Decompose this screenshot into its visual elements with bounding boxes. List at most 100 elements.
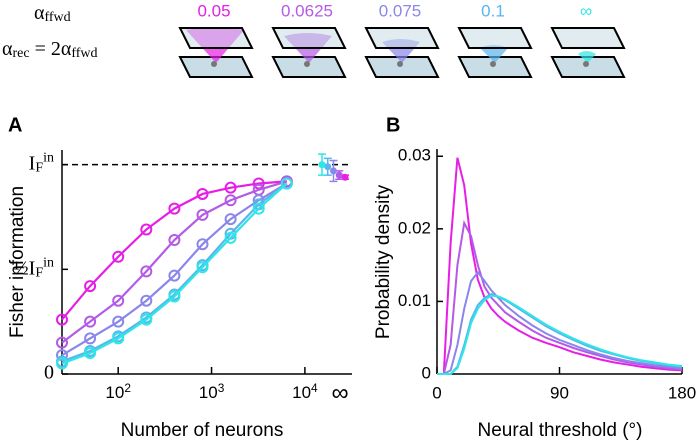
- marker: [56, 357, 68, 370]
- text-part: ½: [14, 257, 29, 279]
- dot: [583, 61, 589, 67]
- plane: [178, 56, 254, 78]
- text-part: = 2α: [30, 38, 72, 60]
- line: [61, 180, 288, 344]
- icon: [271, 27, 347, 78]
- x-tick-label: ∞: [331, 379, 348, 406]
- marker: [112, 332, 125, 345]
- icon: [178, 27, 254, 78]
- marker: [252, 202, 265, 215]
- plane: [364, 56, 440, 78]
- y-tick-label: 0.02: [398, 218, 431, 237]
- text-part: ffwd: [44, 10, 70, 25]
- marker: [84, 315, 97, 328]
- line: [437, 294, 683, 375]
- inf-point: [330, 167, 337, 175]
- icon: [457, 27, 533, 78]
- marker: [140, 313, 153, 326]
- icons: [178, 27, 626, 78]
- dot: [397, 61, 403, 67]
- plane: [178, 27, 254, 49]
- inf-point: [318, 161, 326, 169]
- marker: [112, 315, 125, 328]
- marker: [168, 202, 181, 215]
- y-tick-label: ½IFin: [14, 255, 54, 280]
- marker: [56, 336, 68, 349]
- marker: [84, 347, 97, 360]
- cone: [578, 51, 596, 63]
- line: [437, 293, 683, 375]
- plane: [550, 56, 626, 78]
- y-axis-title: Probability density: [373, 184, 394, 339]
- marker: [224, 231, 237, 244]
- inf-point: [324, 163, 332, 171]
- x-axis-title: Neural threshold (°): [478, 420, 643, 441]
- panel-label: B: [386, 114, 400, 136]
- icon: [364, 27, 440, 78]
- x-tick-label: 103: [199, 381, 225, 403]
- dot: [304, 61, 310, 67]
- marker: [168, 269, 181, 282]
- marker: [112, 294, 125, 307]
- text-part: 4: [311, 381, 318, 395]
- line: [437, 157, 683, 375]
- line: [61, 182, 288, 365]
- x-axis-title: Number of neurons: [121, 420, 284, 441]
- plane: [457, 56, 533, 78]
- text-part: in: [43, 255, 54, 270]
- y-tick-label: 0: [422, 363, 431, 382]
- x-tick-label: 102: [105, 381, 131, 403]
- text-part: α: [2, 38, 13, 60]
- series-label: 0.075: [379, 1, 422, 20]
- text-part: ffwd: [71, 46, 97, 61]
- plane: [457, 27, 533, 49]
- marker: [224, 213, 237, 226]
- x-tick-label: 180: [668, 383, 696, 402]
- marker: [56, 349, 68, 362]
- marker: [196, 238, 209, 251]
- y-tick-label: 0: [44, 362, 54, 384]
- y-tick-label: 0.03: [398, 146, 431, 165]
- text-part: F: [35, 266, 43, 281]
- alpha-rec-label: αrec = 2αffwd: [2, 38, 98, 62]
- text-part: 10: [105, 383, 124, 402]
- marker: [196, 208, 209, 221]
- y-tick-label: IFin: [29, 151, 54, 176]
- marker: [196, 261, 209, 274]
- marker: [196, 187, 209, 200]
- text-part: 10: [292, 383, 311, 402]
- line: [437, 270, 683, 375]
- marker: [168, 290, 181, 303]
- text-part: 3: [218, 381, 225, 395]
- marker: [280, 177, 293, 190]
- plane: [550, 27, 626, 49]
- inf-point: [335, 171, 343, 179]
- alpha-ffwd-label: αffwd: [34, 2, 71, 26]
- marker: [224, 181, 237, 194]
- y-axis-title: Fisher information: [7, 186, 28, 338]
- marker: [84, 280, 97, 293]
- marker: [140, 294, 153, 307]
- x-tick-label: 90: [550, 383, 569, 402]
- text-part: α: [34, 2, 45, 24]
- marker: [168, 234, 181, 247]
- text-part: F: [35, 161, 43, 176]
- line: [61, 180, 287, 321]
- marker: [112, 250, 125, 263]
- series-label: ∞: [580, 1, 592, 20]
- dot: [211, 61, 217, 67]
- plane: [364, 27, 440, 49]
- text-part: I: [29, 257, 36, 279]
- text-part: 10: [199, 383, 218, 402]
- y-tick-label: 0.01: [398, 291, 431, 310]
- series-label: 0.0625: [281, 1, 333, 20]
- text-part: 2: [124, 381, 131, 395]
- plane: [271, 56, 347, 78]
- panel-label: A: [8, 114, 22, 136]
- text-part: I: [29, 152, 36, 174]
- marker: [252, 177, 265, 190]
- text-part: in: [43, 151, 54, 166]
- dot: [490, 61, 496, 67]
- line: [61, 182, 288, 357]
